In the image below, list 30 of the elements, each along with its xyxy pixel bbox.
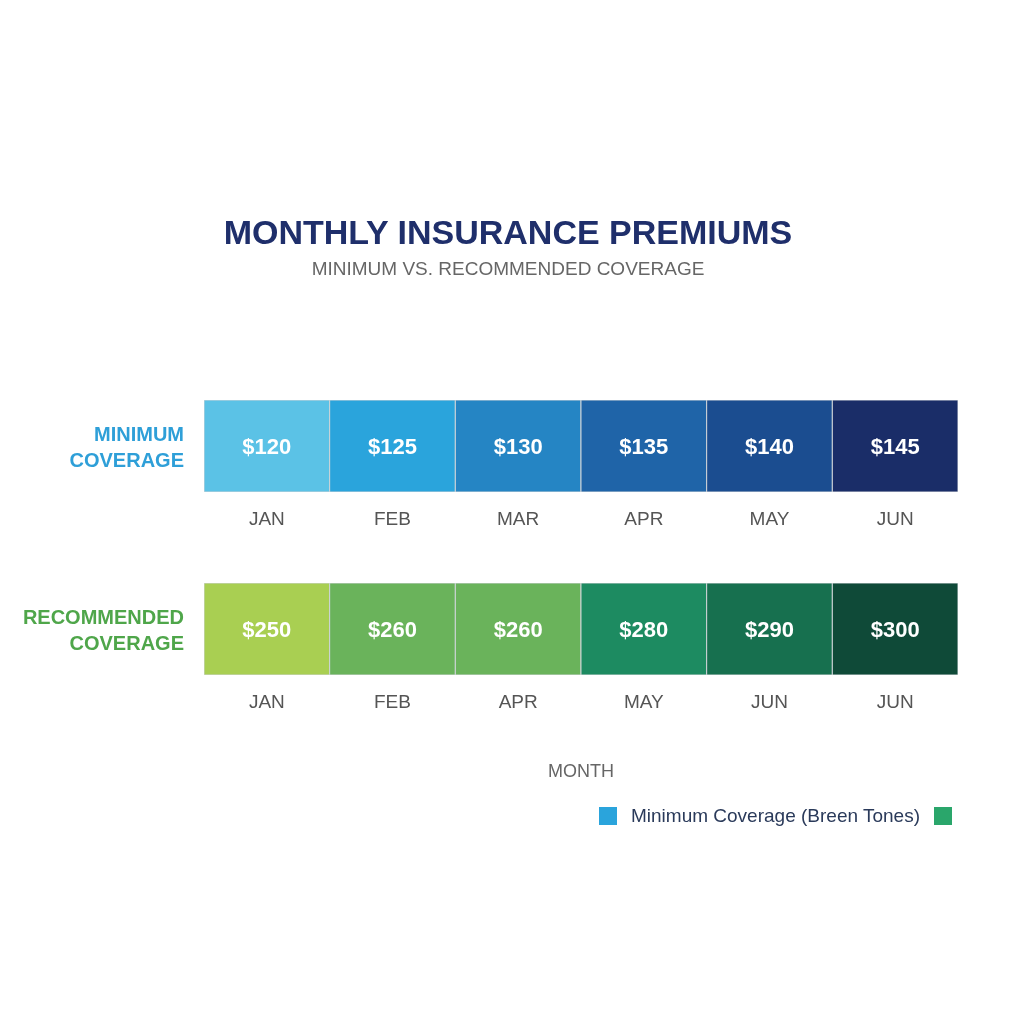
- data-label: $120: [242, 433, 292, 459]
- data-label: $260: [493, 616, 543, 642]
- x-tick-label: JUN: [751, 691, 788, 713]
- x-tick-label: FEB: [374, 691, 411, 713]
- x-tick-label: JUN: [876, 508, 914, 530]
- data-label: $290: [745, 616, 794, 642]
- text: Minimum Coverage (Breen Tones): [631, 805, 920, 827]
- data-label: $260: [368, 616, 417, 642]
- x-tick-label: APR: [498, 691, 538, 713]
- x-tick-label: JAN: [248, 508, 285, 530]
- data-label: $135: [619, 433, 669, 459]
- data-label: $130: [493, 433, 543, 459]
- data-label: $280: [619, 616, 669, 642]
- x-axis-title: MONTH: [548, 761, 614, 781]
- data-label: $145: [870, 433, 920, 459]
- chart-title: MONTHLY INSURANCE PREMIUMS: [222, 213, 794, 252]
- data-label: $140: [745, 433, 794, 459]
- y-tick-label: RECOMMENDED COVERAGE: [22, 606, 184, 654]
- x-tick-label: APR: [624, 508, 664, 530]
- x-tick-label: JUN: [876, 691, 914, 713]
- data-label: $250: [242, 616, 292, 642]
- x-tick-label: FEB: [374, 508, 411, 530]
- x-tick-label: MAR: [497, 508, 540, 530]
- x-tick-label: MAY: [749, 508, 790, 530]
- y-tick-label: MINIMUM COVERAGE: [69, 423, 184, 471]
- x-tick-label: MAY: [623, 691, 665, 713]
- data-label: $125: [368, 433, 417, 459]
- chart-subtitle: MINIMUM VS. RECOMMENDED COVERAGE: [310, 258, 706, 280]
- x-tick-label: JAN: [248, 691, 285, 713]
- data-label: $300: [870, 616, 920, 642]
